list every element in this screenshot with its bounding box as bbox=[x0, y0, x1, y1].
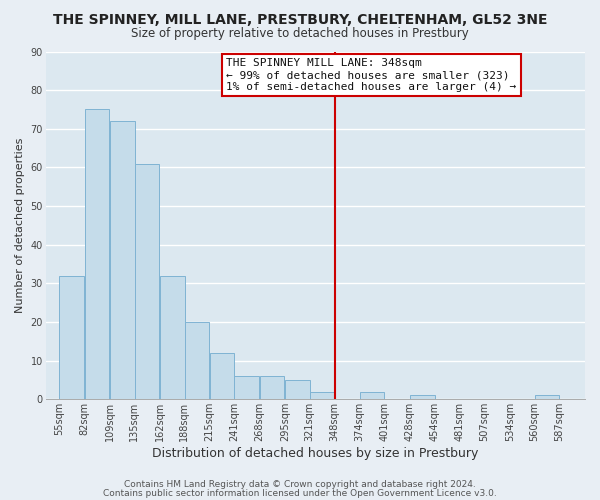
Bar bbox=[285, 380, 310, 400]
Bar bbox=[359, 392, 384, 400]
Bar bbox=[210, 353, 235, 400]
X-axis label: Distribution of detached houses by size in Prestbury: Distribution of detached houses by size … bbox=[152, 447, 479, 460]
Bar bbox=[410, 396, 435, 400]
Text: Size of property relative to detached houses in Prestbury: Size of property relative to detached ho… bbox=[131, 28, 469, 40]
Bar bbox=[134, 164, 159, 400]
Bar bbox=[160, 276, 185, 400]
Bar bbox=[85, 110, 109, 400]
Text: Contains HM Land Registry data © Crown copyright and database right 2024.: Contains HM Land Registry data © Crown c… bbox=[124, 480, 476, 489]
Bar bbox=[185, 322, 209, 400]
Text: THE SPINNEY MILL LANE: 348sqm
← 99% of detached houses are smaller (323)
1% of s: THE SPINNEY MILL LANE: 348sqm ← 99% of d… bbox=[226, 58, 517, 92]
Bar bbox=[235, 376, 259, 400]
Bar bbox=[59, 276, 84, 400]
Bar bbox=[535, 396, 559, 400]
Bar bbox=[310, 392, 334, 400]
Bar bbox=[260, 376, 284, 400]
Text: THE SPINNEY, MILL LANE, PRESTBURY, CHELTENHAM, GL52 3NE: THE SPINNEY, MILL LANE, PRESTBURY, CHELT… bbox=[53, 12, 547, 26]
Bar bbox=[110, 121, 134, 400]
Text: Contains public sector information licensed under the Open Government Licence v3: Contains public sector information licen… bbox=[103, 489, 497, 498]
Y-axis label: Number of detached properties: Number of detached properties bbox=[15, 138, 25, 313]
